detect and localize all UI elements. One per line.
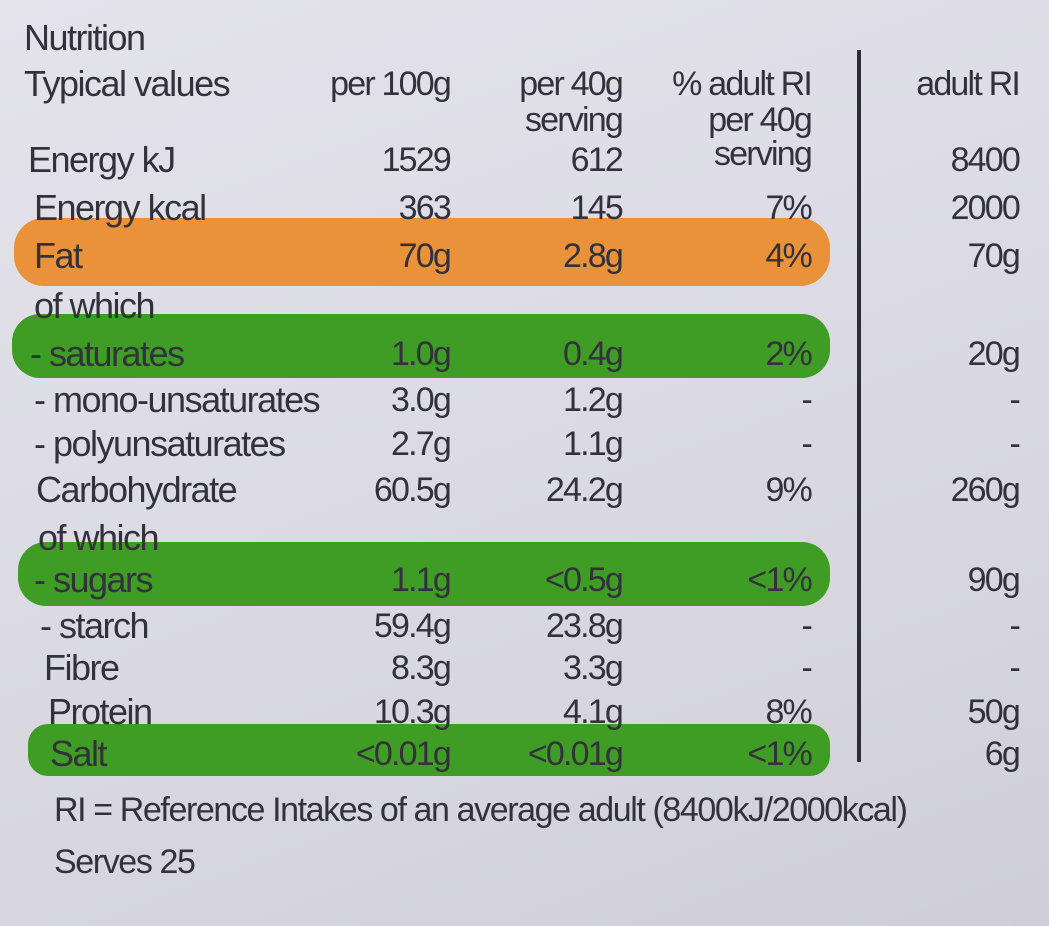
row-label: - mono-unsaturates: [34, 379, 321, 420]
adult-ri-value: 50g: [967, 693, 1021, 731]
header-per-100g: per 100g: [330, 65, 452, 103]
header-typical-values: Typical values: [24, 63, 231, 104]
column-divider: [857, 50, 861, 762]
row-label: Energy kJ: [28, 139, 176, 180]
ri-percent-value: -: [801, 607, 812, 645]
ri-percent-value: 2%: [765, 335, 812, 373]
per-100g-value: 1.0g: [391, 335, 452, 373]
row-label: Salt: [50, 733, 108, 774]
per-40g-value: <0.01g: [527, 735, 624, 773]
row-label: Energy kcal: [34, 187, 207, 228]
per-40g-value: 1.1g: [563, 425, 624, 463]
adult-ri-value: 2000: [950, 189, 1021, 227]
per-100g-value: 363: [398, 189, 452, 227]
header-per-40g-serving: serving: [524, 101, 624, 139]
row-label: - polyunsaturates: [34, 423, 286, 464]
row-label: of which: [34, 285, 156, 326]
per-100g-value: 70g: [398, 237, 452, 275]
adult-ri-value: -: [1009, 649, 1020, 687]
ri-percent-value: -: [801, 649, 812, 687]
adult-ri-value: 70g: [967, 237, 1021, 275]
per-40g-value: 0.4g: [563, 335, 624, 373]
per-100g-value: 8.3g: [391, 649, 452, 687]
ri-footnote: RI = Reference Intakes of an average adu…: [54, 791, 908, 829]
adult-ri-value: 90g: [967, 561, 1021, 599]
serves-note: Serves 25: [54, 843, 196, 881]
per-100g-value: 3.0g: [391, 381, 452, 419]
per-40g-value: 2.8g: [563, 237, 624, 275]
row-label: Fibre: [44, 647, 120, 688]
header-per-40g: per 40g: [519, 65, 624, 103]
header-ri-serving: serving: [713, 135, 813, 173]
adult-ri-value: -: [1009, 607, 1020, 645]
ri-percent-value: -: [801, 425, 812, 463]
adult-ri-value: -: [1009, 425, 1020, 463]
row-label: Protein: [48, 691, 153, 732]
ri-percent-value: 7%: [765, 189, 812, 227]
ri-percent-value: -: [801, 381, 812, 419]
row-label: Fat: [34, 235, 83, 276]
fat-highlight-band: [14, 218, 830, 286]
adult-ri-value: -: [1009, 381, 1020, 419]
per-40g-value: 1.2g: [563, 381, 624, 419]
saturates-highlight-band: [12, 314, 830, 378]
per-40g-value: 612: [570, 141, 624, 179]
adult-ri-value: 8400: [950, 141, 1021, 179]
adult-ri-value: 20g: [967, 335, 1021, 373]
per-40g-value: 3.3g: [563, 649, 624, 687]
per-40g-value: <0.5g: [544, 561, 624, 599]
per-40g-value: 4.1g: [563, 693, 624, 731]
ri-percent-value: <1%: [747, 561, 812, 599]
header-adult-ri: adult RI: [916, 65, 1021, 103]
ri-percent-value: <1%: [747, 735, 812, 773]
salt-highlight-band: [28, 724, 830, 776]
sugars-highlight-band: [18, 542, 830, 606]
row-label: - sugars: [34, 559, 154, 600]
per-100g-value: 10.3g: [373, 693, 452, 731]
adult-ri-value: 6g: [984, 735, 1021, 773]
adult-ri-value: 260g: [950, 471, 1021, 509]
per-40g-value: 145: [570, 189, 624, 227]
ri-percent-value: 8%: [765, 693, 812, 731]
per-100g-value: 59.4g: [373, 607, 452, 645]
per-40g-value: 24.2g: [545, 471, 624, 509]
per-100g-value: 1529: [381, 141, 452, 179]
per-100g-value: 2.7g: [391, 425, 452, 463]
ri-percent-value: 9%: [765, 471, 812, 509]
per-40g-value: 23.8g: [545, 607, 624, 645]
per-100g-value: 1.1g: [391, 561, 452, 599]
row-label: of which: [38, 517, 160, 558]
nutrition-title: Nutrition: [24, 17, 146, 58]
ri-percent-value: 4%: [765, 237, 812, 275]
per-100g-value: <0.01g: [355, 735, 452, 773]
row-label: - starch: [40, 605, 150, 646]
header-ri-percent: % adult RI: [672, 65, 813, 103]
row-label: Carbohydrate: [36, 469, 238, 510]
row-label: - saturates: [30, 333, 185, 374]
per-100g-value: 60.5g: [373, 471, 452, 509]
header-ri-per-40g: per 40g: [708, 101, 813, 139]
